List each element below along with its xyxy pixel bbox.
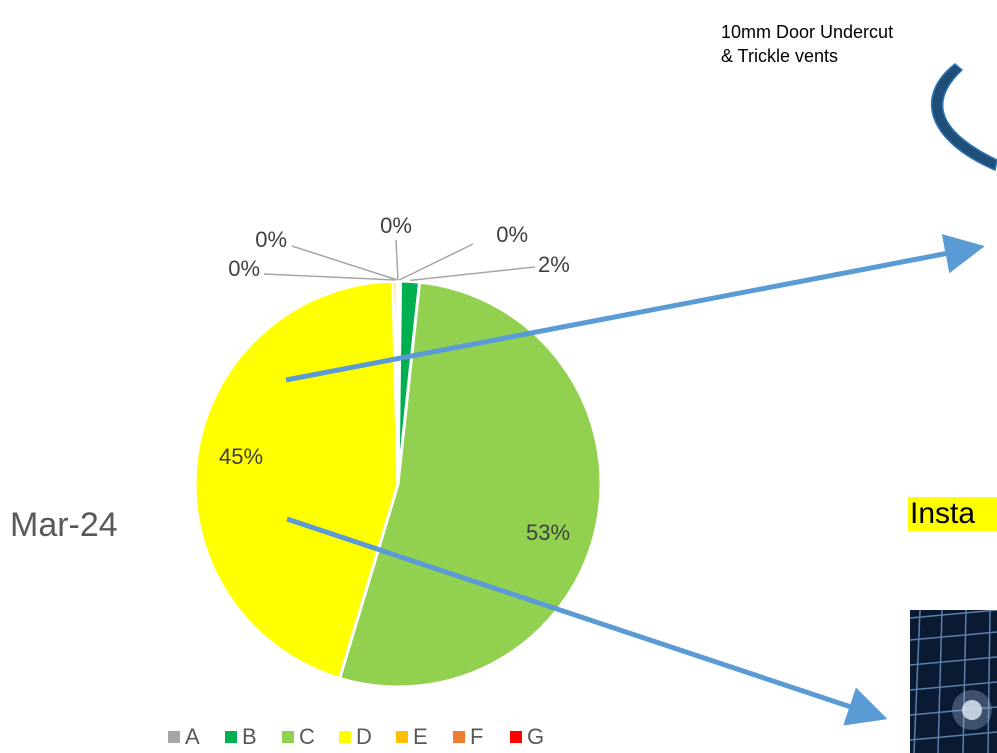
data-label-b: 2%	[538, 252, 570, 277]
pie-slice-f	[395, 279, 400, 485]
curved-callout-arrow	[930, 63, 997, 172]
legend-swatch-e	[396, 731, 408, 743]
legend-swatch-a	[168, 731, 180, 743]
legend-label-a: A	[185, 724, 200, 749]
leader-line-b	[410, 266, 536, 282]
legend-swatch-d	[339, 731, 351, 743]
leader-line-f	[291, 245, 398, 281]
leader-lines	[263, 239, 536, 282]
vents-note-line2: & Trickle vents	[721, 46, 839, 66]
leader-line-e	[263, 273, 395, 281]
legend-label-b: B	[242, 724, 257, 749]
legend-swatch-c	[282, 731, 294, 743]
data-label-a: 0%	[496, 222, 528, 247]
solar-panel-photo	[910, 610, 997, 753]
pie-slices	[193, 279, 603, 689]
legend-swatch-b	[225, 731, 237, 743]
legend-label-f: F	[470, 724, 483, 749]
data-label-e: 0%	[228, 256, 260, 281]
data-label-g: 0%	[380, 213, 412, 238]
data-label-f: 0%	[255, 227, 287, 252]
pie-slice-d	[193, 279, 400, 681]
legend-swatch-g	[510, 731, 522, 743]
legend-label-g: G	[527, 724, 544, 749]
pie-slice-c	[337, 280, 603, 689]
arrow-to-solar	[286, 516, 888, 726]
vents-note-line1: 10mm Door Undercut	[721, 22, 894, 42]
legend-label-e: E	[413, 724, 428, 749]
install-label: Insta	[908, 497, 997, 531]
legend-label-c: C	[299, 724, 315, 749]
data-labels: 0% 2% 53% 45% 0% 0% 0%	[219, 213, 570, 545]
data-label-c: 53%	[526, 520, 570, 545]
legend-label-d: D	[356, 724, 372, 749]
legend-swatch-f	[453, 731, 465, 743]
leader-line-g	[395, 239, 399, 281]
arrow-to-vents	[285, 234, 985, 383]
leader-line-a	[398, 243, 474, 281]
legend: A B C D E F G	[168, 724, 544, 749]
data-label-d: 45%	[219, 444, 263, 469]
date-label: Mar-24	[10, 506, 118, 544]
